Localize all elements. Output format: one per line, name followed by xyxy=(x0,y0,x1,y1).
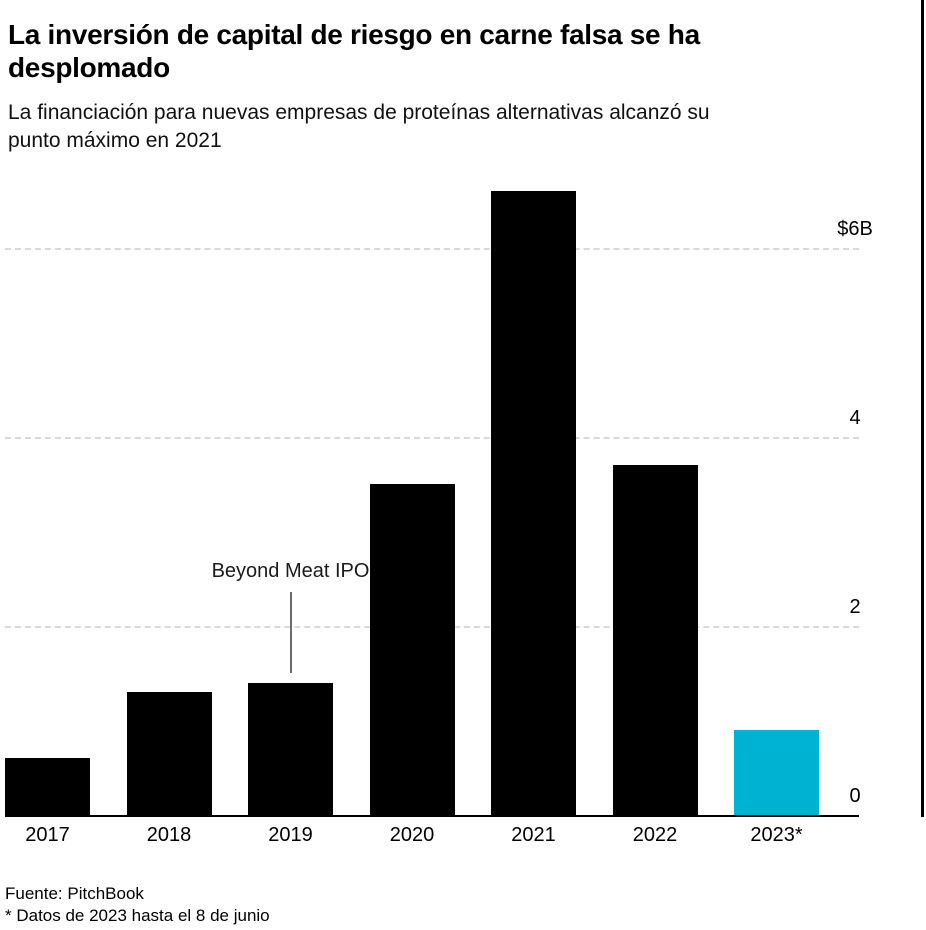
bar-2018 xyxy=(126,692,212,815)
chart-subtitle-line2: punto máximo en 2021 xyxy=(8,129,222,152)
y-axis-label-2: 2 xyxy=(849,596,861,618)
x-axis-label-2017: 2017 xyxy=(25,824,70,846)
right-border-rule xyxy=(921,0,924,817)
x-axis-label-2020: 2020 xyxy=(389,824,435,846)
chart-title-line2: desplomado xyxy=(8,52,170,83)
x-axis-label-2022: 2022 xyxy=(632,824,678,846)
x-axis-line xyxy=(5,815,859,817)
chart-subtitle-line1: La financiación para nuevas empresas de … xyxy=(8,101,710,124)
bar-2019 xyxy=(248,682,333,815)
chart-title-line1: La inversión de capital de riesgo en car… xyxy=(8,19,700,50)
x-axis-label-2018: 2018 xyxy=(146,824,192,846)
bar-2020 xyxy=(369,484,455,815)
bar-2022 xyxy=(612,465,698,815)
y-axis-label-0: 0 xyxy=(849,785,861,807)
y-axis-label-4: 4 xyxy=(849,407,861,429)
x-axis-label-2023: 2023* xyxy=(750,824,803,846)
chart-subtitle: La financiación para nuevas empresas de … xyxy=(8,99,710,155)
gridline-4 xyxy=(5,437,859,439)
x-axis-label-2019: 2019 xyxy=(268,824,313,846)
bar-2021 xyxy=(491,191,576,815)
gridline-6 xyxy=(5,248,859,250)
chart-title: La inversión de capital de riesgo en car… xyxy=(8,18,700,84)
bar-2017 xyxy=(5,758,90,815)
annotation-text: Beyond Meat IPO xyxy=(211,560,370,582)
annotation-line xyxy=(289,592,292,673)
x-axis-label-2021: 2021 xyxy=(511,824,556,846)
footnote-text: * Datos de 2023 hasta el 8 de junio xyxy=(5,906,270,925)
chart-footer: Fuente: PitchBook * Datos de 2023 hasta … xyxy=(5,883,270,927)
bar-2023 xyxy=(734,729,819,815)
source-text: Fuente: PitchBook xyxy=(5,884,144,903)
y-axis-label-6: $6B xyxy=(837,218,873,240)
